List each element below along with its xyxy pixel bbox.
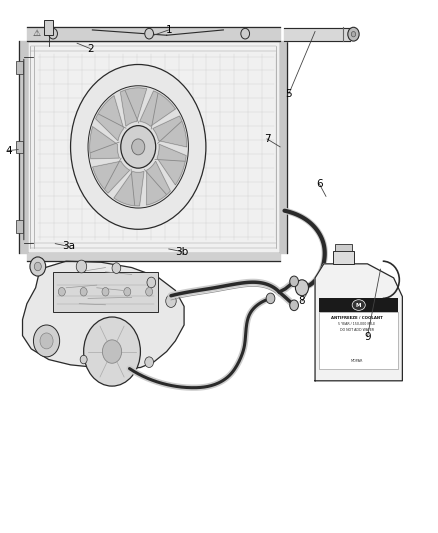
Circle shape — [84, 317, 141, 386]
Circle shape — [80, 287, 87, 296]
Text: 4: 4 — [5, 146, 12, 156]
Text: 5: 5 — [286, 88, 292, 99]
Bar — [335, 244, 352, 251]
Polygon shape — [22, 261, 184, 368]
Circle shape — [30, 257, 46, 276]
Bar — [44, 20, 53, 35]
Polygon shape — [157, 144, 186, 185]
Text: 7: 7 — [264, 134, 270, 144]
Circle shape — [351, 31, 356, 37]
Text: MOPAR: MOPAR — [351, 359, 363, 363]
Circle shape — [124, 287, 131, 296]
Circle shape — [266, 293, 275, 304]
Circle shape — [348, 27, 359, 41]
Circle shape — [33, 325, 60, 357]
Circle shape — [290, 276, 298, 287]
Circle shape — [58, 287, 65, 296]
Bar — [53, 272, 158, 312]
Circle shape — [295, 280, 308, 296]
Circle shape — [145, 28, 153, 39]
Polygon shape — [93, 161, 130, 193]
Circle shape — [102, 340, 122, 364]
Text: 8: 8 — [299, 296, 305, 306]
Text: 2: 2 — [87, 44, 93, 53]
Polygon shape — [95, 96, 124, 141]
Polygon shape — [140, 91, 175, 126]
Bar — [16, 141, 22, 154]
Text: ANTIFREEZE / COOLANT: ANTIFREEZE / COOLANT — [331, 316, 383, 320]
Polygon shape — [114, 172, 144, 206]
Bar — [319, 312, 398, 369]
Bar — [16, 220, 22, 233]
Circle shape — [102, 287, 109, 296]
Circle shape — [241, 28, 250, 39]
Circle shape — [34, 262, 41, 271]
Circle shape — [76, 260, 87, 273]
Bar — [319, 298, 398, 312]
Text: 3a: 3a — [62, 241, 75, 251]
Circle shape — [132, 139, 145, 155]
Polygon shape — [120, 88, 147, 126]
Circle shape — [40, 333, 53, 349]
Text: DO NOT ADD WATER: DO NOT ADD WATER — [340, 328, 374, 332]
Text: 1: 1 — [166, 25, 172, 35]
Text: M: M — [356, 303, 361, 308]
Circle shape — [112, 263, 121, 273]
Circle shape — [80, 356, 87, 364]
Text: ⚠: ⚠ — [32, 29, 41, 38]
Polygon shape — [315, 264, 403, 381]
Text: 5 YEAR / 150,000 MILE: 5 YEAR / 150,000 MILE — [339, 322, 375, 326]
Polygon shape — [153, 116, 187, 147]
Ellipse shape — [352, 300, 365, 310]
Circle shape — [147, 277, 155, 288]
Text: 3b: 3b — [175, 247, 188, 256]
Circle shape — [145, 357, 153, 368]
Text: 9: 9 — [364, 332, 371, 342]
Circle shape — [121, 126, 155, 168]
Circle shape — [290, 300, 298, 311]
Bar — [332, 251, 354, 264]
Polygon shape — [90, 127, 120, 159]
Circle shape — [146, 287, 152, 296]
Bar — [16, 61, 22, 74]
Polygon shape — [147, 161, 170, 205]
Circle shape — [166, 295, 176, 308]
Circle shape — [49, 28, 57, 39]
Circle shape — [71, 64, 206, 229]
Text: 6: 6 — [316, 179, 323, 189]
Circle shape — [88, 86, 188, 208]
Bar — [27, 41, 280, 253]
